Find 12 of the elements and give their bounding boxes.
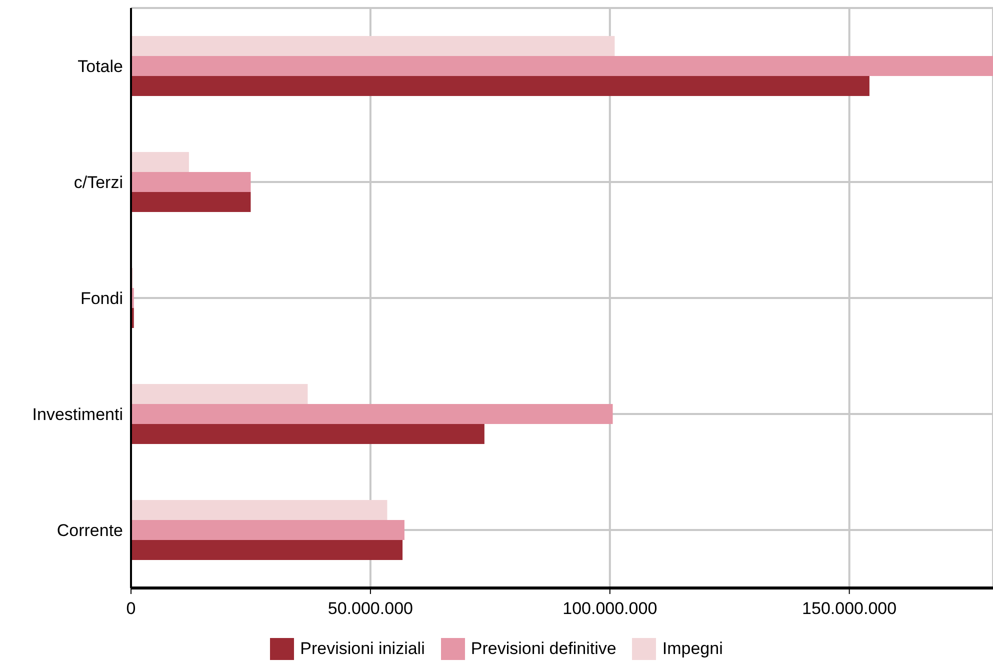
legend-label: Previsioni definitive (470, 639, 616, 659)
y-tick-label: Totale (78, 57, 123, 76)
x-tick-label: 50.000.000 (328, 599, 413, 618)
x-tick-label: 150.000.000 (802, 599, 897, 618)
y-tick-label: Investimenti (32, 405, 123, 424)
y-tick-label: c/Terzi (74, 173, 123, 192)
x-tick-label: 0 (126, 599, 136, 618)
legend-label: Previsioni iniziali (300, 639, 425, 659)
x-tick-label: 100.000.000 (562, 599, 658, 618)
y-tick-label: Fondi (80, 289, 123, 308)
y-tick-label: Corrente (56, 521, 123, 540)
legend-label: Impegni (662, 639, 723, 659)
